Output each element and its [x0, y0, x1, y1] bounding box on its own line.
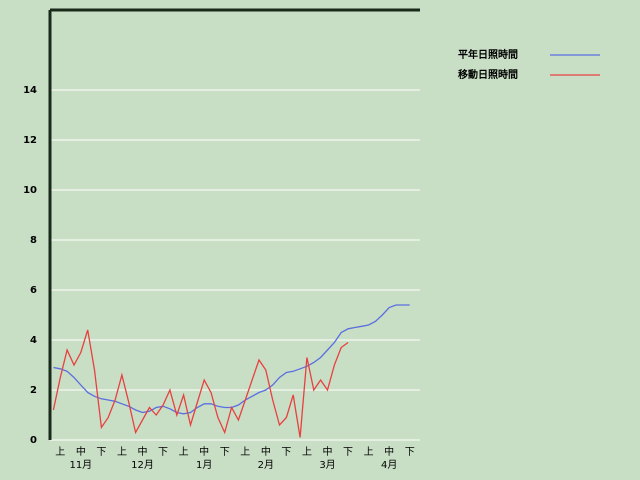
y-tick-label: 14	[23, 85, 37, 96]
legend-label: 平年日照時間	[458, 48, 518, 61]
x-tick-label: 上	[179, 446, 189, 458]
x-tick-label: 中	[76, 445, 86, 458]
y-tick-label: 8	[30, 235, 37, 246]
x-tick-label: 下	[281, 447, 291, 458]
x-tick-label: 上	[364, 446, 374, 458]
y-tick-label: 4	[30, 335, 37, 346]
x-tick-label: 中	[323, 445, 333, 458]
x-tick-label: 下	[343, 447, 353, 458]
x-tick-label: 下	[96, 447, 106, 458]
series-line	[52, 329, 349, 438]
month-label: 12月	[131, 459, 154, 471]
y-tick-label: 6	[30, 285, 37, 296]
month-label: 11月	[69, 459, 92, 471]
y-tick-label: 10	[23, 185, 37, 196]
x-tick-label: 上	[55, 446, 65, 458]
month-label: 2月	[258, 459, 274, 471]
x-tick-label: 中	[384, 445, 394, 458]
x-tick-label: 上	[302, 446, 312, 458]
x-tick-label: 上	[117, 446, 127, 458]
y-tick-label: 0	[30, 435, 37, 446]
month-label: 4月	[381, 459, 397, 471]
y-tick-label: 2	[30, 385, 37, 396]
x-tick-label: 中	[261, 445, 271, 458]
x-tick-label: 上	[240, 446, 250, 458]
x-tick-label: 下	[158, 447, 168, 458]
x-tick-label: 下	[220, 447, 230, 458]
month-label: 1月	[196, 459, 212, 471]
x-tick-label: 中	[199, 445, 209, 458]
x-tick-label: 中	[138, 445, 148, 458]
month-label: 3月	[319, 459, 335, 471]
x-tick-label: 下	[405, 447, 415, 458]
legend-label: 移動日照時間	[458, 68, 518, 81]
y-tick-label: 12	[23, 135, 37, 146]
